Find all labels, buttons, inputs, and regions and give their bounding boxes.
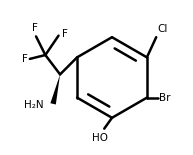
Text: F: F: [62, 29, 68, 39]
Text: Br: Br: [159, 93, 171, 103]
Text: F: F: [22, 54, 28, 64]
Polygon shape: [50, 74, 60, 104]
Text: F: F: [32, 23, 37, 33]
Text: HO: HO: [92, 133, 108, 143]
Text: Cl: Cl: [158, 24, 168, 34]
Text: H₂N: H₂N: [24, 100, 44, 110]
